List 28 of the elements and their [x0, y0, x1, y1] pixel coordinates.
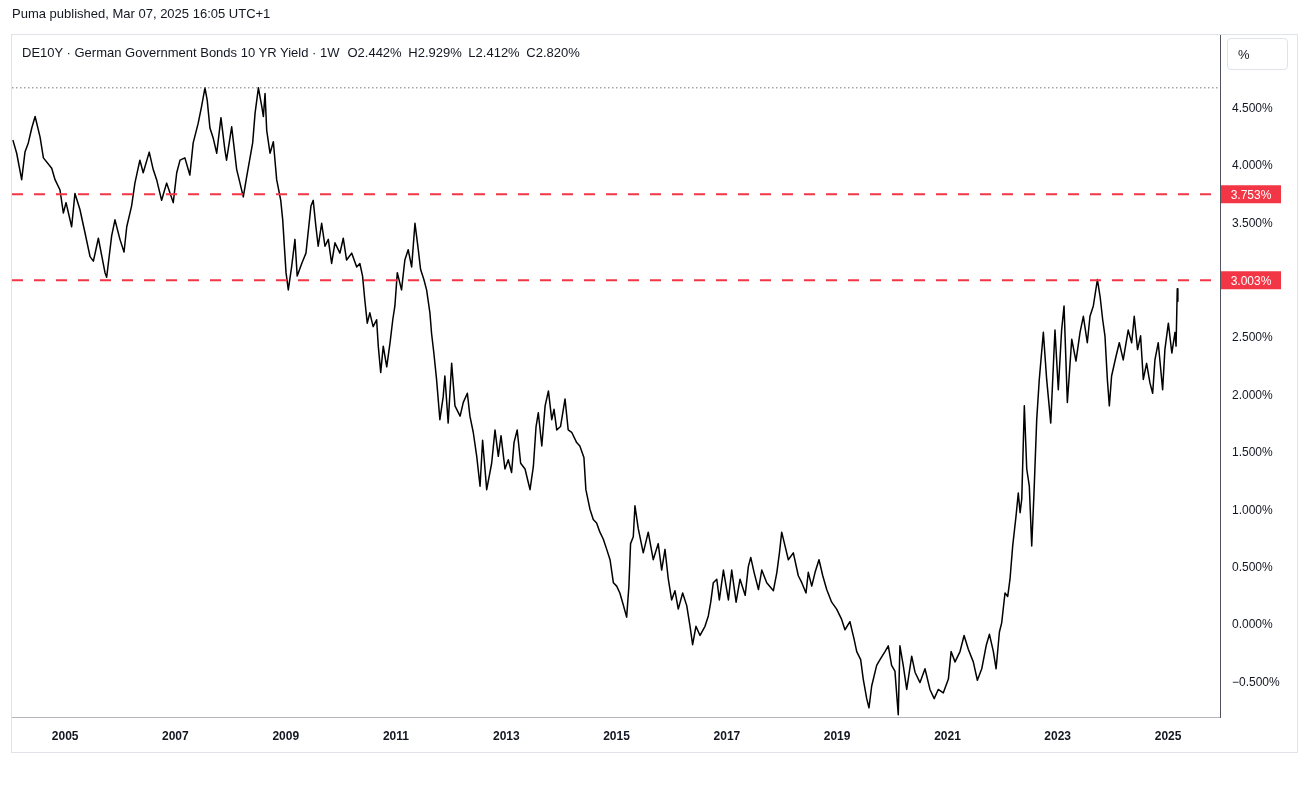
x-tick-label: 2025 — [1154, 728, 1182, 743]
x-tick-label: 2021 — [934, 728, 962, 743]
y-tick-label: 0.500% — [1232, 560, 1274, 575]
y-tick-label: 1.500% — [1232, 445, 1274, 460]
x-tick-label: 2013 — [492, 728, 520, 743]
x-tick-label: 2023 — [1044, 728, 1072, 743]
ref-line-label: 3.003% — [1230, 273, 1272, 288]
x-tick-label: 2011 — [382, 728, 410, 743]
y-tick-label: 0.000% — [1232, 617, 1274, 632]
y-tick-label: 3.500% — [1232, 215, 1274, 230]
ref-line-label: 3.753% — [1230, 187, 1272, 202]
x-tick-label: 2015 — [603, 728, 631, 743]
y-tick-label: 1.000% — [1232, 502, 1274, 517]
x-tick-label: 2019 — [823, 728, 851, 743]
y-axis-title: % — [1238, 47, 1250, 62]
x-tick-label: 2005 — [51, 728, 79, 743]
text: DE10Y · German Government Bonds 10 YR Yield · 1W — [22, 45, 340, 60]
y-tick-label: −0.500% — [1232, 674, 1281, 689]
x-tick-label: 2009 — [272, 728, 300, 743]
x-tick-label: 2007 — [162, 728, 190, 743]
y-tick-label: 2.000% — [1232, 387, 1274, 402]
unit-button: % — [1227, 38, 1288, 70]
x-tick-label: 2017 — [713, 728, 741, 743]
y-tick-label: 4.000% — [1232, 158, 1274, 173]
y-tick-label: 2.500% — [1232, 330, 1274, 345]
text: Puma published, Mar 07, 2025 16:05 UTC+1 — [12, 6, 271, 22]
text: O2.442% H2.929% L2.412% C2.820% — [347, 45, 580, 60]
y-tick-label: 4.500% — [1232, 100, 1274, 115]
